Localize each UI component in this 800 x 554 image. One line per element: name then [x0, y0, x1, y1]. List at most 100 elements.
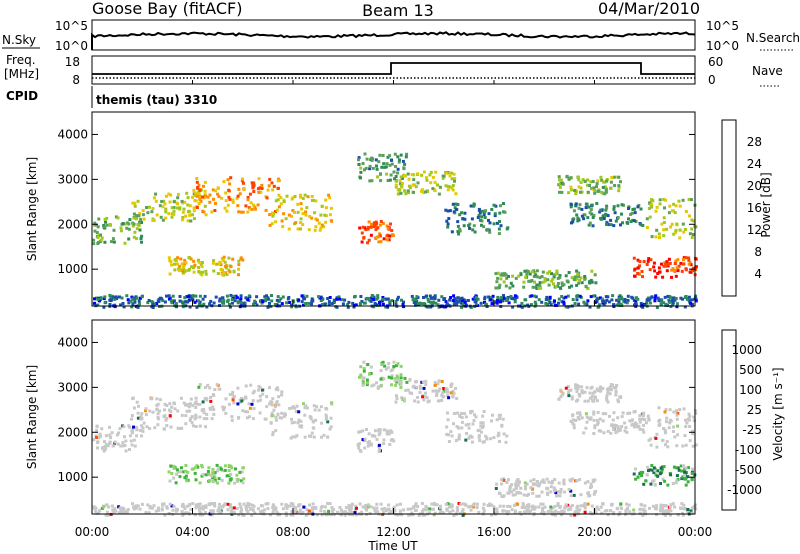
heatmap-cell: [189, 416, 193, 420]
heatmap-cell: [595, 300, 599, 304]
heatmap-cell: [624, 426, 628, 430]
heatmap-cell: [603, 301, 607, 305]
heatmap-cell: [661, 507, 665, 511]
heatmap-cell: [97, 436, 101, 440]
heatmap-cell: [394, 302, 398, 306]
heatmap-cell: [127, 222, 131, 226]
heatmap-cell: [386, 179, 390, 182]
heatmap-cell: [248, 192, 252, 196]
heatmap-cell: [568, 505, 572, 509]
heatmap-cell: [675, 444, 679, 448]
heatmap-cell: [330, 302, 334, 306]
heatmap-cell: [455, 302, 459, 306]
heatmap-cell: [181, 218, 185, 222]
heatmap-cell: [599, 387, 603, 391]
heatmap-cell: [194, 478, 198, 482]
heatmap-cell: [456, 508, 460, 512]
heatmap-cell: [225, 209, 229, 213]
heatmap-cell: [156, 412, 160, 416]
heatmap-cell: [444, 300, 448, 304]
heatmap-cell: [659, 503, 663, 507]
heatmap-cell: [605, 509, 609, 512]
heatmap-cell: [305, 206, 309, 210]
heatmap-cell: [170, 405, 174, 409]
colorbar-tick-label: -25: [742, 423, 762, 437]
heatmap-cell: [645, 263, 649, 266]
heatmap-cell: [200, 273, 204, 277]
heatmap-cell: [135, 434, 139, 438]
heatmap-cell: [524, 485, 527, 488]
heatmap-cell: [178, 475, 182, 479]
heatmap-cell: [614, 389, 618, 393]
y-tick-label: 1000: [57, 470, 88, 484]
heatmap-cell: [464, 415, 468, 419]
heatmap-cell: [399, 386, 403, 389]
heatmap-cell: [572, 217, 576, 221]
heatmap-cell: [649, 482, 653, 486]
heatmap-cell: [279, 196, 283, 200]
heatmap-cell: [467, 224, 471, 227]
heatmap-cell: [657, 299, 661, 302]
heatmap-cell: [105, 503, 109, 507]
heatmap-cell: [183, 507, 187, 511]
heatmap-cell: [266, 305, 270, 309]
heatmap-cell: [311, 198, 315, 202]
heatmap-cell: [595, 505, 599, 509]
heatmap-cell: [314, 506, 318, 510]
heatmap-cell: [193, 471, 197, 475]
heatmap-cell: [562, 300, 566, 304]
heatmap-cell: [642, 411, 646, 415]
heatmap-cell: [244, 204, 248, 208]
heatmap-cell: [492, 505, 496, 509]
heatmap-cell: [134, 505, 138, 509]
heatmap-cell: [150, 397, 154, 401]
heatmap-cell: [421, 509, 425, 513]
heatmap-cell: [663, 479, 667, 483]
heatmap-cell: [265, 395, 269, 399]
heatmap-cell: [617, 297, 621, 300]
heatmap-cell: [629, 212, 633, 216]
heatmap-cell: [369, 225, 373, 229]
heatmap-cell: [138, 302, 141, 306]
heatmap-cell: [447, 505, 451, 509]
heatmap-cell: [636, 475, 640, 479]
heatmap-cell: [102, 305, 106, 309]
heatmap-cell: [304, 302, 308, 305]
heatmap-cell: [575, 298, 579, 302]
heatmap-cell: [545, 486, 549, 490]
heatmap-cell: [611, 294, 615, 298]
heatmap-cell: [239, 510, 243, 514]
heatmap-cell: [223, 464, 227, 468]
velocity-colorbar-label: Velocity [m s⁻¹]: [771, 367, 785, 460]
heatmap-cell: [119, 226, 123, 230]
heatmap-cell: [451, 184, 455, 187]
heatmap-cell: [314, 225, 318, 229]
heatmap-cell: [578, 413, 582, 417]
heatmap-cell: [578, 478, 582, 482]
heatmap-cell: [97, 511, 101, 515]
heatmap-cell: [486, 227, 490, 231]
heatmap-cell: [541, 478, 545, 482]
heatmap-cell: [462, 298, 466, 302]
heatmap-cell: [620, 507, 623, 510]
heatmap-cell: [657, 270, 661, 274]
heatmap-cell: [507, 301, 511, 305]
heatmap-cell: [103, 301, 107, 305]
heatmap-cell: [428, 507, 432, 511]
heatmap-cell: [382, 428, 386, 432]
heatmap-cell: [679, 261, 683, 265]
heatmap-cell: [150, 210, 154, 214]
heatmap-cell: [601, 301, 605, 305]
heatmap-cell: [601, 215, 605, 219]
heatmap-cell: [274, 220, 278, 224]
heatmap-cell: [118, 295, 121, 299]
heatmap-cell: [187, 298, 191, 302]
heatmap-cell: [586, 299, 590, 303]
heatmap-cell: [330, 506, 334, 510]
heatmap-cell: [617, 189, 621, 193]
heatmap-cell: [535, 494, 539, 498]
heatmap-cell: [415, 299, 419, 303]
heatmap-cell: [109, 296, 113, 300]
heatmap-cell: [642, 414, 645, 418]
